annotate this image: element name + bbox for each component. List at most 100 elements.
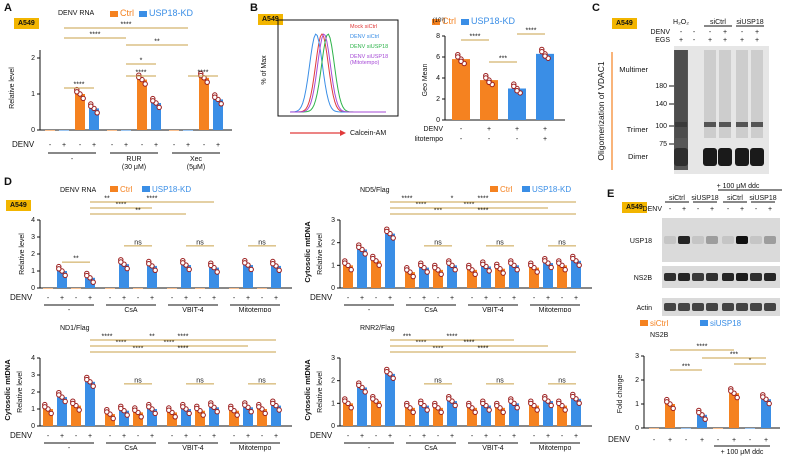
legend-kd: USP18-KD [532,185,571,194]
row-sign: + [740,37,744,44]
y-tick-label: 0 [436,117,440,124]
y-tick-label: 1 [31,268,35,275]
panel-e-cell-line: A549 [622,202,647,213]
lane-header: siUSP18 [691,195,718,202]
data-point [548,264,554,271]
group-label: RUR [126,156,141,163]
blot-band [664,236,676,244]
bar [761,399,771,428]
denv-sign: - [141,142,144,149]
denv-sign: - [561,433,564,440]
y-tick-label: 1 [31,406,35,413]
bar [181,265,191,288]
y-tick-label: 6 [436,54,440,61]
denv-sign: - [471,433,474,440]
data-point [542,258,548,264]
header-sictrl: siCtrl [710,19,726,26]
denv-sign: + [62,142,66,149]
data-point [466,264,472,271]
lane-smear [736,50,748,138]
bar [133,412,143,426]
denv-sign: - [409,433,412,440]
bar [43,409,53,426]
bar [571,398,581,426]
denv-sign: + [246,295,250,302]
panel-d-chart-1: DENV RNA Ctrl USP18-KD Relative level 0 1 2 3 4 D… [10,185,292,312]
data-point [276,407,282,413]
denv-sign: - [499,295,502,302]
bar [181,409,191,426]
bar [147,409,157,426]
bar [385,373,395,426]
data-point [472,271,478,277]
data-point [276,267,282,274]
trimer-band [736,122,748,127]
row-sign: - [741,29,744,36]
denv-sign: - [261,433,264,440]
denv-sign: + [60,433,64,440]
header-h2o2: H₂O₂ [673,19,689,26]
bar-usp18-kd [151,103,161,130]
sig-bracket-label: * [451,196,454,203]
bar [209,407,219,426]
denv-sign: + [388,433,392,440]
data-point [562,407,568,413]
treatment-label: + 100 μM ddc [717,183,760,190]
legend-kd: USP18-KD [149,8,194,18]
blot-band [750,273,762,281]
data-point [186,266,192,273]
data-point [480,261,486,267]
data-point [180,260,186,266]
panel-d-chart-3: ND1/Flag Cytosolic mtDNA Relative level 0 1 2… [3,325,292,452]
sig-bracket-label: **** [74,82,85,89]
bar [481,405,491,426]
denv-sign: - [437,295,440,302]
subpanel-title: ND5/Flag [360,187,390,194]
data-point [62,272,68,279]
denv-sign: - [47,433,50,440]
data-point [342,260,348,266]
panel-a-label: A [4,2,12,14]
ns-bracket-label: ns [434,377,442,384]
data-point [548,402,554,409]
y-axis-title: Relative level [9,67,16,109]
legend-swatch [700,320,708,326]
y-tick-label: 0 [31,423,35,430]
denv-sign: - [347,295,350,302]
data-point [570,255,576,262]
denv-sign: + [122,433,126,440]
bar-ctrl [169,130,179,131]
denv-sign: - [697,206,700,213]
data-point [70,400,76,407]
data-point [528,400,534,407]
denv-sign: - [685,437,688,444]
bar [681,428,691,429]
legend-swatch [522,186,530,192]
bar-usp18-kd [213,99,223,130]
data-point [508,260,514,266]
group-label: - [368,307,371,312]
group-label: - [68,445,71,452]
bar [343,403,353,426]
legend-swatch [142,186,150,192]
bar [371,401,381,426]
y-exponent: (10³) [433,18,446,24]
denv-sign: - [109,433,112,440]
data-point [212,94,218,100]
blot-band [736,303,748,311]
denv-row-label: DENV [10,431,33,440]
data-point [94,110,100,116]
data-point [146,404,152,410]
data-point [152,267,158,274]
denv-sign: + [574,295,578,302]
bar [271,405,281,426]
subpanel-title: RNR2/Flag [360,325,395,332]
dimer-band [735,148,749,166]
data-point [214,409,220,415]
data-point [480,400,486,407]
sig-bracket-label: * [749,358,752,365]
sig-bracket-label: **** [464,202,475,209]
data-point [248,266,254,273]
y-tick-label: 1 [331,262,335,269]
